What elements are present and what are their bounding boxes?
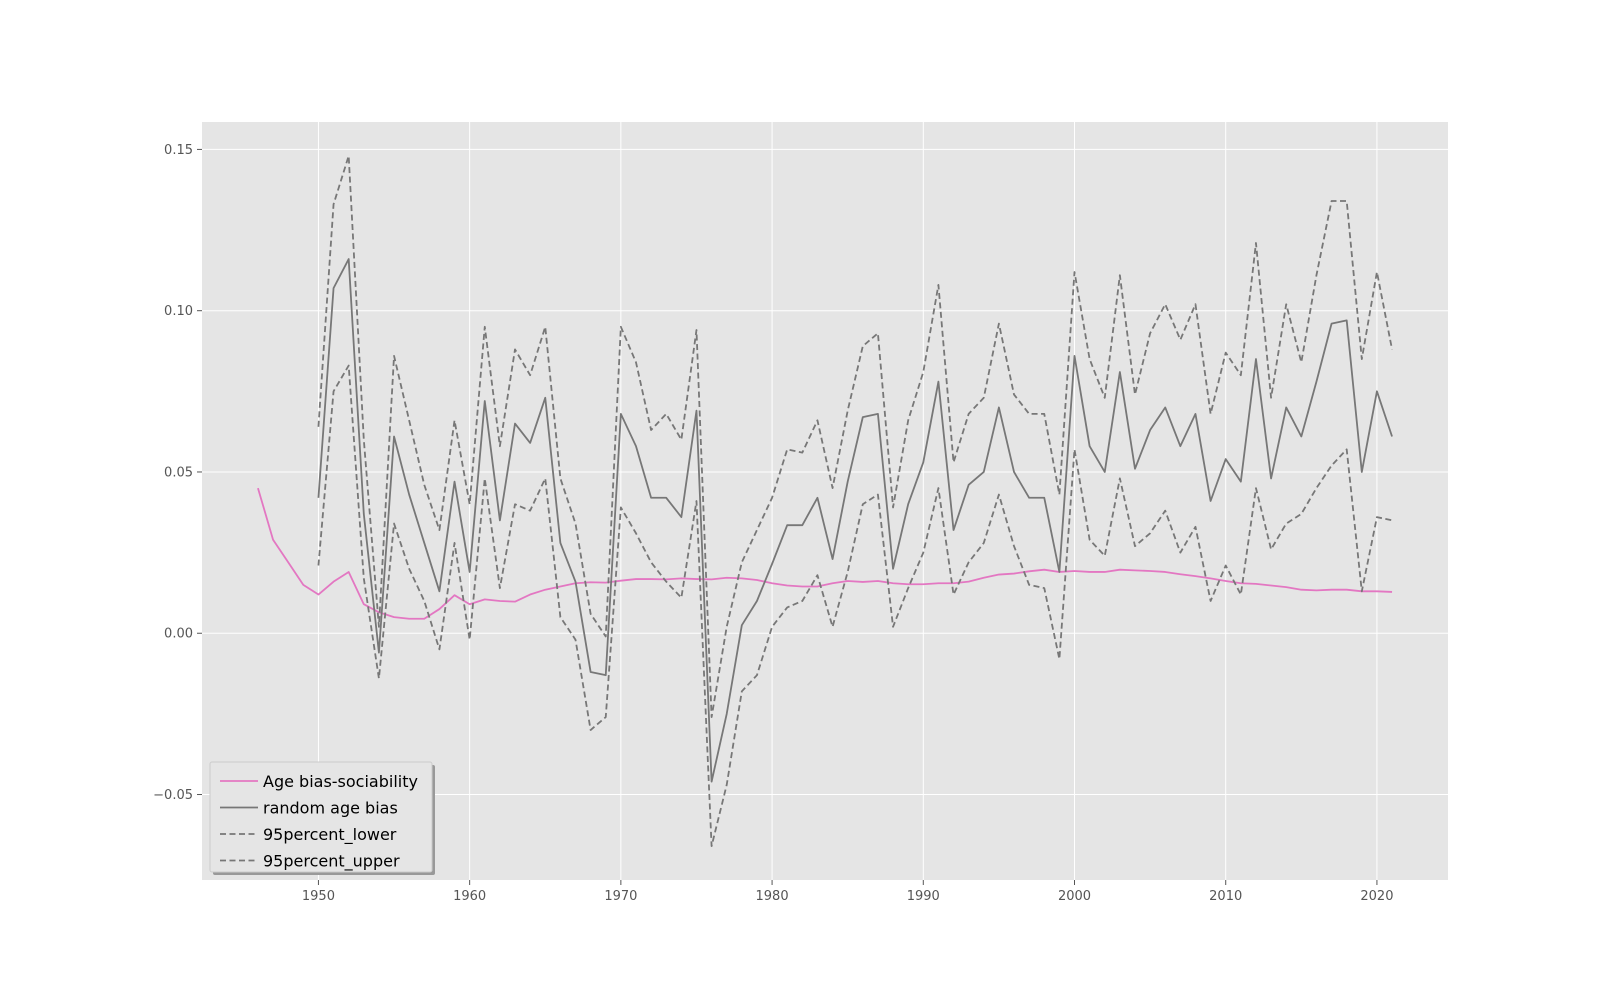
legend-label: Age bias-sociability	[263, 772, 418, 791]
x-tick-label: 2000	[1058, 889, 1091, 904]
y-tick-label: −0.05	[153, 788, 193, 803]
y-tick-label: 0.05	[164, 465, 193, 480]
series-line-random-age-bias	[317, 258, 1393, 783]
series-line-95percent-upper	[317, 154, 1393, 719]
y-tick-label: 0.15	[164, 143, 193, 158]
legend-box	[209, 761, 433, 873]
x-tick-label: 2020	[1360, 889, 1393, 904]
y-tick-label: 0.10	[164, 304, 193, 319]
series-line-95percent-lower	[317, 364, 1393, 848]
x-tick-label: 1990	[907, 889, 940, 904]
axis-ticks: 1950 1960 1970 1980 1990 2000 2010 2020 −0.05 0.0…	[153, 143, 1393, 904]
series-layer	[257, 154, 1393, 848]
x-tick-label: 1970	[604, 889, 637, 904]
plot-background	[202, 122, 1448, 880]
legend-label: random age bias	[263, 799, 398, 818]
x-tick-label: 1960	[453, 889, 486, 904]
legend-label: 95percent_upper	[263, 852, 400, 872]
legend-label: 95percent_lower	[263, 825, 397, 845]
x-tick-label: 1950	[302, 889, 335, 904]
legend: Age bias-sociability random age bias 95per…	[209, 761, 435, 875]
x-tick-label: 2010	[1209, 889, 1242, 904]
y-tick-label: 0.00	[164, 627, 193, 642]
x-tick-label: 1980	[756, 889, 789, 904]
